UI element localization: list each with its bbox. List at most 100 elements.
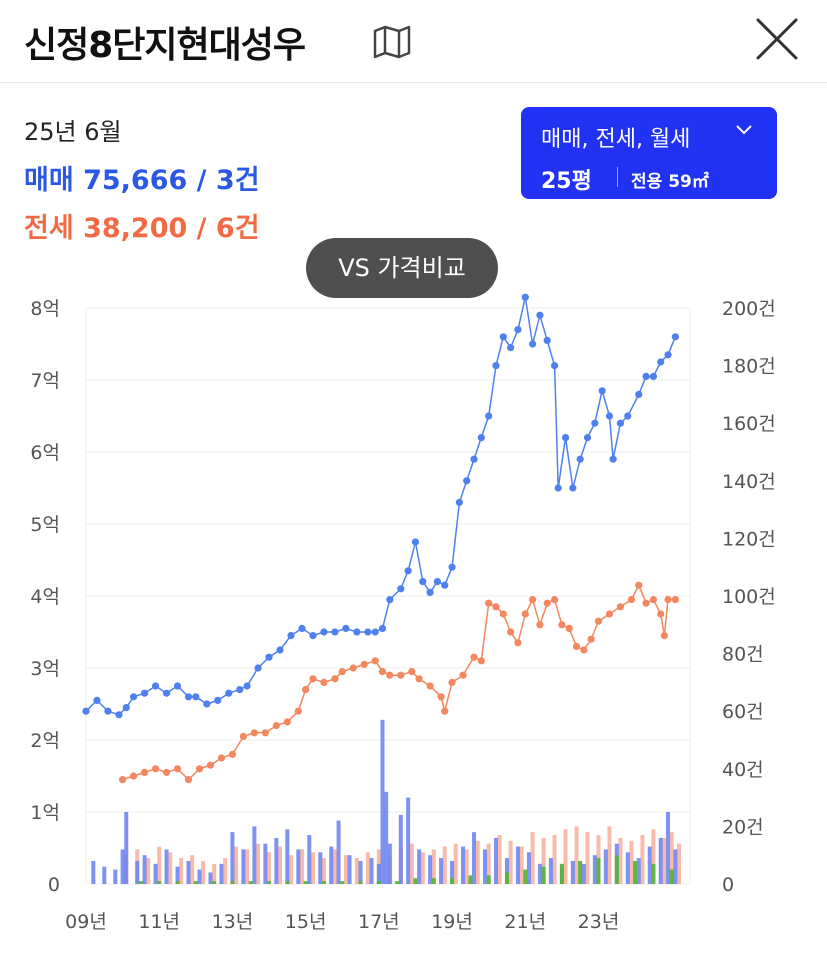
sale-price-point: [448, 563, 456, 571]
sale-price-point: [499, 333, 507, 341]
jeonse-price-point: [294, 707, 302, 715]
sale-price-point: [635, 390, 643, 398]
jeonse-volume-bar: [146, 858, 151, 884]
jeonse-price-point: [627, 596, 636, 604]
sale-price-point: [477, 434, 485, 442]
monthly-volume-bar: [321, 881, 326, 884]
jeonse-volume-bar: [212, 863, 217, 884]
sale-volume-bar: [603, 849, 608, 884]
jeonse-price-point: [206, 761, 215, 769]
monthly-volume-bar: [486, 875, 491, 884]
jeonse-volume-bar: [245, 849, 250, 884]
monthly-volume-bar: [413, 878, 418, 884]
jeonse-price-point: [635, 581, 643, 589]
sale-volume-bar: [186, 860, 191, 884]
sale-volume-bar: [483, 849, 488, 884]
sale-volume-bar: [102, 866, 107, 884]
monthly-volume-bar: [212, 881, 217, 884]
sale-volume-bar: [124, 812, 129, 884]
jeonse-volume-bar: [267, 852, 272, 884]
jeonse-volume-bar: [464, 849, 469, 884]
jeonse-price-point: [492, 603, 500, 611]
sale-volume-bar: [548, 858, 553, 884]
jeonse-volume-bar: [420, 852, 425, 884]
sale-price-point: [554, 484, 562, 492]
sale-price-point: [664, 351, 672, 359]
sale-price-point: [583, 434, 592, 442]
y-left-tick-label: 6억: [30, 442, 60, 464]
sale-price-point: [492, 362, 500, 370]
sale-volume-bar: [636, 858, 641, 884]
sale-price-point: [276, 646, 284, 654]
sale-volume-bar: [296, 849, 301, 884]
jeonse-price-point: [565, 624, 573, 632]
y-right-tick-label: 100건: [722, 586, 776, 608]
sale-volume-bar: [625, 852, 630, 884]
monthly-volume-bar: [504, 872, 509, 884]
sale-price-line: [85, 297, 677, 716]
monthly-volume-bar: [175, 881, 180, 884]
jeonse-price-point: [331, 675, 339, 683]
jeonse-volume-bar: [552, 835, 557, 884]
jeonse-price-point: [426, 682, 434, 690]
sale-volume-bar: [570, 860, 575, 884]
sale-price-point: [320, 628, 328, 636]
y-right-tick-label: 140건: [722, 471, 776, 493]
sale-volume-bar: [376, 863, 381, 884]
sale-price-point: [441, 581, 449, 589]
sale-price-point: [419, 578, 427, 586]
sale-price-point: [236, 686, 244, 694]
sale-volume-bar: [406, 797, 411, 884]
compare-price-button[interactable]: VS 가격비교: [306, 238, 498, 298]
jeonse-price-point: [470, 653, 478, 661]
jeonse-volume-bar: [321, 858, 326, 884]
jeonse-price-point: [162, 768, 171, 776]
sale-price-point: [642, 372, 650, 380]
jeonse-price-point: [228, 750, 237, 758]
sale-price-point: [203, 700, 211, 708]
jeonse-volume-bar: [475, 840, 480, 884]
jeonse-price-point: [485, 599, 493, 607]
jeonse-volume-bar: [541, 837, 546, 884]
jeonse-volume-bar: [409, 843, 414, 884]
monthly-volume-bar: [285, 881, 290, 884]
jeonse-volume-bar: [365, 852, 370, 884]
x-tick-label: 09년: [65, 911, 107, 933]
y-right-tick-label: 180건: [722, 356, 776, 378]
sale-price-point: [254, 664, 262, 672]
sale-volume-bar: [347, 855, 352, 884]
map-icon[interactable]: [372, 24, 412, 60]
sale-volume-bar: [175, 866, 180, 884]
filter-divider: [617, 167, 618, 187]
jeonse-price-point: [558, 621, 566, 629]
sale-price-point: [265, 653, 273, 661]
jeonse-volume-bar: [201, 860, 206, 884]
close-icon[interactable]: [752, 14, 802, 64]
jeonse-volume-bar: [168, 852, 173, 884]
y-left-tick-label: 5억: [30, 514, 60, 536]
sale-volume-bar: [439, 858, 444, 884]
sale-price-point: [536, 311, 544, 319]
monthly-volume-bar: [248, 881, 253, 884]
jeonse-volume-bar: [519, 846, 524, 884]
sale-volume-bar: [380, 719, 385, 884]
jeonse-volume-bar: [299, 849, 304, 884]
sale-volume-bar: [526, 852, 531, 884]
jeonse-price-point: [140, 768, 149, 776]
monthly-volume-bar: [450, 878, 455, 884]
deal-type-filter-button[interactable]: 매매, 전세, 월세 25평 전용 59㎡: [521, 107, 777, 199]
y-left-tick-label: 0: [48, 874, 60, 896]
jeonse-volume-bar: [585, 832, 590, 884]
jeonse-price-point: [459, 671, 467, 679]
sale-volume-bar: [307, 835, 312, 884]
sale-volume-bar: [336, 820, 341, 884]
sale-volume-bar: [515, 846, 520, 884]
jeonse-volume-bar: [442, 846, 447, 884]
x-tick-label: 13년: [212, 911, 254, 933]
jeonse-volume-bar: [563, 829, 568, 884]
y-right-tick-label: 20건: [722, 816, 764, 838]
jeonse-volume-bar: [640, 835, 645, 884]
sale-price-point: [331, 628, 339, 636]
sale-volume-bar: [208, 872, 213, 884]
jeonse-volume-bar: [278, 846, 283, 884]
